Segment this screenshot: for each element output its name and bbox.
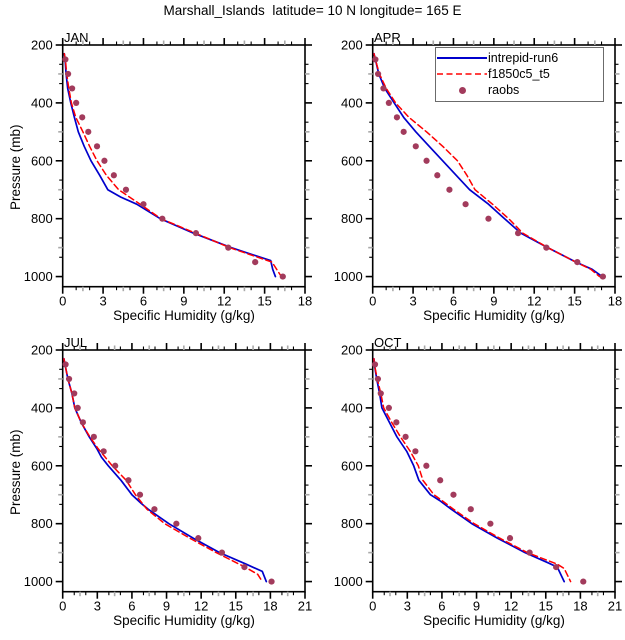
x-axis-label-jan: Specific Humidity (g/kg) <box>113 308 255 323</box>
dashed-line-sample-icon <box>436 72 488 76</box>
x-tick-label: 0 <box>369 599 376 614</box>
x-tick-label: 3 <box>94 599 101 614</box>
x-tick-label: 18 <box>608 294 622 309</box>
panel-title-oct: OCT <box>374 335 402 350</box>
x-tick-label: 18 <box>298 294 312 309</box>
y-tick-label: 1000 <box>24 574 53 589</box>
x-tick-label: 6 <box>438 599 445 614</box>
legend-label: f1850c5_t5 <box>488 67 550 81</box>
series-raobs <box>371 361 587 585</box>
y-tick-label: 200 <box>31 343 53 358</box>
x-tick-label: 21 <box>608 599 622 614</box>
axis-ticks <box>365 38 622 294</box>
x-tick-label: 6 <box>140 294 147 309</box>
plot-frame <box>61 44 306 288</box>
y-tick-label: 600 <box>341 153 363 168</box>
figure-title: Marshall_Islands latitude= 10 N longitud… <box>163 3 462 18</box>
y-tick-label: 400 <box>31 400 53 415</box>
y-tick-label: 200 <box>341 343 363 358</box>
x-tick-label: 15 <box>567 294 581 309</box>
series-f1850c5_t5 <box>63 52 283 278</box>
axis-ticks <box>55 343 312 599</box>
axis-ticks <box>55 38 312 294</box>
panel-title-jan: JAN <box>64 30 89 45</box>
panel-jul: 0 3 6 9 12 15 18 21 200 400 600 800 1000 <box>24 343 312 614</box>
y-tick-label: 600 <box>341 458 363 473</box>
y-tick-label: 1000 <box>334 269 363 284</box>
x-tick-label: 0 <box>369 294 376 309</box>
x-tick-label: 21 <box>298 599 312 614</box>
x-tick-label: 6 <box>450 294 457 309</box>
y-tick-label: 800 <box>31 211 53 226</box>
x-tick-label: 9 <box>490 294 497 309</box>
y-tick-label: 200 <box>341 38 363 53</box>
y-axis-label-bottom-row: Pressure (mb) <box>8 429 23 515</box>
x-tick-label: 12 <box>527 294 541 309</box>
panel-title-jul: JUL <box>64 335 88 350</box>
y-tick-label: 400 <box>341 400 363 415</box>
panel-oct: 0 3 6 9 12 15 18 21 200 400 600 800 1000 <box>334 343 622 614</box>
x-axis-label-apr: Specific Humidity (g/kg) <box>423 308 565 323</box>
plot-frame <box>371 349 616 593</box>
y-tick-label: 1000 <box>334 574 363 589</box>
x-tick-label: 9 <box>473 599 480 614</box>
x-tick-label: 6 <box>128 599 135 614</box>
y-tick-label: 400 <box>341 95 363 110</box>
panel-jan: 0 3 6 9 12 15 18 200 400 600 800 1000 <box>24 38 312 309</box>
x-tick-label: 0 <box>59 599 66 614</box>
legend: intrepid-run6 f1850c5_t5 raobs <box>435 47 604 102</box>
y-tick-label: 200 <box>31 38 53 53</box>
x-axis-label-oct: Specific Humidity (g/kg) <box>423 613 565 628</box>
legend-row-f1850c5-t5: f1850c5_t5 <box>436 66 603 82</box>
series-raobs <box>372 56 606 280</box>
x-tick-label: 9 <box>180 294 187 309</box>
x-tick-label: 15 <box>539 599 553 614</box>
legend-row-raobs: raobs <box>436 82 603 98</box>
y-tick-label: 400 <box>31 95 53 110</box>
series-intrepid-run6 <box>63 357 268 583</box>
y-tick-label: 800 <box>31 516 53 531</box>
x-tick-label: 18 <box>263 599 277 614</box>
plot-frame <box>61 349 306 593</box>
panel-title-apr: APR <box>374 30 401 45</box>
y-axis-label-top-row: Pressure (mb) <box>8 124 23 210</box>
x-tick-label: 12 <box>504 599 518 614</box>
y-tick-label: 800 <box>341 516 363 531</box>
legend-label: raobs <box>488 83 520 97</box>
y-tick-label: 800 <box>341 211 363 226</box>
series-intrepid-run6 <box>373 357 566 583</box>
x-tick-label: 0 <box>59 294 66 309</box>
series-raobs <box>62 56 286 280</box>
y-tick-label: 1000 <box>24 269 53 284</box>
axis-ticks <box>365 343 622 599</box>
panel-apr: 0 3 6 9 12 15 18 200 400 600 800 1000 <box>334 38 622 309</box>
series-f1850c5_t5 <box>63 357 264 583</box>
x-tick-label: 12 <box>217 294 231 309</box>
x-tick-label: 3 <box>99 294 106 309</box>
y-tick-label: 600 <box>31 458 53 473</box>
series-raobs <box>62 361 275 585</box>
dot-marker-sample-icon <box>436 86 488 94</box>
x-tick-label: 3 <box>409 294 416 309</box>
x-tick-label: 3 <box>404 599 411 614</box>
x-tick-label: 18 <box>573 599 587 614</box>
y-tick-label: 600 <box>31 153 53 168</box>
x-tick-label: 9 <box>163 599 170 614</box>
x-tick-label: 12 <box>194 599 208 614</box>
x-tick-label: 15 <box>257 294 271 309</box>
series-intrepid-run6 <box>63 52 277 278</box>
solid-line-sample-icon <box>436 56 488 60</box>
x-tick-label: 15 <box>229 599 243 614</box>
legend-label: intrepid-run6 <box>488 51 559 65</box>
series-f1850c5_t5 <box>373 357 572 583</box>
legend-row-intrepid-run6: intrepid-run6 <box>436 50 603 66</box>
x-axis-label-jul: Specific Humidity (g/kg) <box>113 613 255 628</box>
